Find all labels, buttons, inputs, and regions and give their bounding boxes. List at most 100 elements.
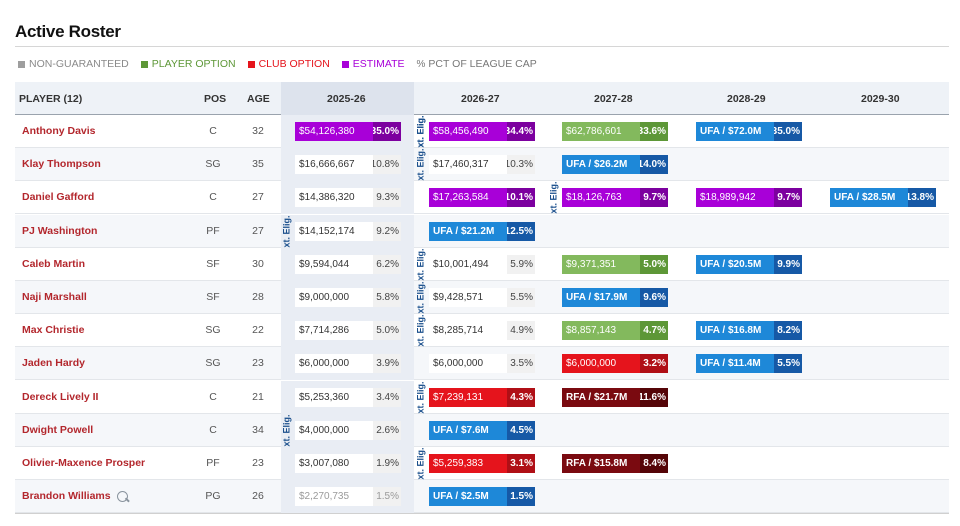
salary-cell-2026-27[interactable]: $6,000,000 3.5% bbox=[429, 354, 535, 374]
player-name-text: Caleb Martin bbox=[22, 257, 86, 270]
legend-item: ESTIMATE bbox=[341, 58, 405, 70]
salary-cell-2025-26[interactable]: $4,000,000 2.6% bbox=[295, 420, 401, 440]
salary-cell-2026-27[interactable]: UFA / $21.2M 12.5% bbox=[429, 221, 535, 241]
salary-cell-2025-26[interactable]: $9,594,044 6.2% bbox=[295, 254, 401, 274]
header-pos[interactable]: POS bbox=[204, 93, 227, 105]
salary-cell-2028-29[interactable]: UFA / $16.8M 8.2% bbox=[696, 321, 802, 341]
salary-cell-2026-27[interactable]: UFA / $2.5M 1.5% bbox=[429, 487, 535, 507]
salary-cell-2025-26[interactable]: $5,253,360 3.4% bbox=[295, 387, 401, 407]
salary-cell-2025-26[interactable]: $2,270,735 1.5% bbox=[295, 487, 401, 507]
header-season-2028-29[interactable]: 2028-29 bbox=[727, 93, 766, 105]
salary-cell-2026-27[interactable]: $17,263,584 10.1% bbox=[429, 188, 535, 208]
player-name-link[interactable]: PJ Washington bbox=[22, 225, 97, 237]
player-age: 28 bbox=[252, 291, 264, 303]
cap-percentage: 5.0% bbox=[373, 321, 401, 341]
salary-cell-2026-27[interactable]: $5,259,383 3.1% bbox=[429, 454, 535, 473]
salary-amount: $6,000,000 bbox=[562, 354, 640, 374]
player-name-link[interactable]: Dereck Lively II bbox=[22, 391, 98, 403]
player-name-link[interactable]: Klay Thompson bbox=[22, 158, 101, 170]
player-name-link[interactable]: Naji Marshall bbox=[22, 291, 87, 303]
header-season-2027-28[interactable]: 2027-28 bbox=[594, 93, 633, 105]
cap-percentage: 5.8% bbox=[373, 288, 401, 307]
salary-cell-2026-27[interactable]: $7,239,131 4.3% bbox=[429, 387, 535, 407]
salary-amount: $8,285,714 bbox=[429, 321, 507, 341]
header-season-2026-27[interactable]: 2026-27 bbox=[461, 93, 500, 105]
salary-cell-2028-29[interactable]: UFA / $72.0M 35.0% bbox=[696, 122, 802, 141]
salary-cell-2025-26[interactable]: $14,152,174 9.2% bbox=[295, 221, 401, 241]
salary-cell-2026-27[interactable]: $17,460,317 10.3% bbox=[429, 155, 535, 175]
salary-amount: $9,000,000 bbox=[295, 288, 373, 307]
player-position: SG bbox=[205, 158, 221, 171]
legend-item: CLUB OPTION bbox=[247, 58, 330, 70]
cap-percentage: 9.9% bbox=[774, 254, 802, 274]
player-name-link[interactable]: Dwight Powell bbox=[22, 424, 93, 436]
header-season-2029-30[interactable]: 2029-30 bbox=[861, 93, 900, 105]
salary-cell-2029-30[interactable]: UFA / $28.5M 13.8% bbox=[830, 188, 936, 208]
player-name-link[interactable]: Brandon Williams bbox=[22, 490, 128, 502]
salary-cell-2026-27[interactable]: $8,285,714 4.9% bbox=[429, 321, 535, 341]
header-season-2025-26[interactable]: 2025-26 bbox=[327, 93, 366, 105]
salary-cell-2025-26[interactable]: $54,126,380 35.0% bbox=[295, 122, 401, 141]
salary-amount: UFA / $28.5M bbox=[830, 188, 908, 208]
salary-amount: UFA / $20.5M bbox=[696, 254, 774, 274]
salary-cell-2027-28[interactable]: $9,371,351 5.0% bbox=[562, 254, 668, 274]
player-age: 32 bbox=[252, 125, 264, 137]
player-name-link[interactable]: Daniel Gafford bbox=[22, 191, 94, 203]
salary-cell-2027-28[interactable]: UFA / $17.9M 9.6% bbox=[562, 288, 668, 307]
salary-cell-2028-29[interactable]: UFA / $11.4M 5.5% bbox=[696, 354, 802, 374]
salary-cell-2025-26[interactable]: $14,386,320 9.3% bbox=[295, 188, 401, 208]
salary-cell-2027-28[interactable]: UFA / $26.2M 14.0% bbox=[562, 155, 668, 175]
player-name-link[interactable]: Caleb Martin bbox=[22, 258, 85, 270]
player-name-text: Jaden Hardy bbox=[22, 357, 86, 370]
player-name-link[interactable]: Max Christie bbox=[22, 324, 84, 336]
search-person-icon bbox=[116, 490, 128, 502]
salary-cell-2026-27[interactable]: $58,456,490 34.4% bbox=[429, 122, 535, 141]
cap-percentage: 3.1% bbox=[507, 454, 535, 473]
player-position: C bbox=[209, 423, 217, 436]
cap-percentage: 10.1% bbox=[507, 188, 535, 208]
salary-amount: UFA / $26.2M bbox=[562, 155, 640, 175]
salary-cell-2027-28[interactable]: $18,126,763 9.7% bbox=[562, 188, 668, 208]
player-name-link[interactable]: Anthony Davis bbox=[22, 125, 96, 137]
header-age[interactable]: AGE bbox=[247, 93, 270, 105]
salary-cell-2027-28[interactable]: RFA / $15.8M 8.4% bbox=[562, 454, 668, 473]
legend-label: PCT OF LEAGUE CAP bbox=[428, 58, 537, 70]
legend-item: PLAYER OPTION bbox=[140, 58, 236, 70]
table-row: Daniel Gafford C 27 $14,386,320 9.3% $17,263,… bbox=[15, 181, 949, 215]
salary-cell-2027-28[interactable]: $8,857,143 4.7% bbox=[562, 321, 668, 341]
salary-cell-2025-26[interactable]: $16,666,667 10.8% bbox=[295, 155, 401, 175]
cap-percentage: 9.7% bbox=[774, 188, 802, 208]
cap-percentage: 3.4% bbox=[373, 387, 401, 407]
percent-icon: % bbox=[416, 58, 426, 70]
table-row: Klay Thompson SG 35 $16,666,667 10.8% $17,460… bbox=[15, 148, 949, 182]
salary-amount: UFA / $7.6M bbox=[429, 420, 507, 440]
salary-cell-2027-28[interactable]: $62,786,601 33.6% bbox=[562, 122, 668, 141]
salary-cell-2028-29[interactable]: UFA / $20.5M 9.9% bbox=[696, 254, 802, 274]
salary-cell-2025-26[interactable]: $9,000,000 5.8% bbox=[295, 288, 401, 307]
header-player[interactable]: PLAYER (12) bbox=[19, 93, 83, 105]
cap-percentage: 1.5% bbox=[507, 487, 535, 507]
salary-cell-2025-26[interactable]: $6,000,000 3.9% bbox=[295, 354, 401, 374]
salary-cell-2028-29[interactable]: $18,989,942 9.7% bbox=[696, 188, 802, 208]
player-age: 22 bbox=[252, 324, 264, 337]
extension-eligible-label: xt. Elig. bbox=[415, 314, 426, 347]
salary-amount: UFA / $72.0M bbox=[696, 122, 774, 141]
player-name-link[interactable]: Olivier-Maxence Prosper bbox=[22, 457, 145, 469]
salary-cell-2026-27[interactable]: UFA / $7.6M 4.5% bbox=[429, 420, 535, 440]
salary-cell-2026-27[interactable]: $10,001,494 5.9% bbox=[429, 254, 535, 274]
salary-cell-2025-26[interactable]: $3,007,080 1.9% bbox=[295, 454, 401, 473]
salary-cell-2027-28[interactable]: $6,000,000 3.2% bbox=[562, 354, 668, 374]
legend-item: NON-GUARANTEED bbox=[18, 58, 129, 70]
cap-percentage: 3.2% bbox=[640, 354, 668, 374]
legend-label: CLUB OPTION bbox=[258, 58, 330, 70]
salary-cell-2026-27[interactable]: $9,428,571 5.5% bbox=[429, 288, 535, 307]
player-name-text: Dereck Lively II bbox=[22, 390, 99, 403]
table-row: Caleb Martin SF 30 $9,594,044 6.2% $10,001,49… bbox=[15, 247, 949, 281]
player-name-link[interactable]: Jaden Hardy bbox=[22, 357, 85, 369]
salary-cell-2025-26[interactable]: $7,714,286 5.0% bbox=[295, 321, 401, 341]
table-bottom-divider bbox=[15, 513, 949, 514]
player-name-text: Max Christie bbox=[22, 324, 85, 337]
salary-cell-2027-28[interactable]: RFA / $21.7M 11.6% bbox=[562, 387, 668, 407]
cap-percentage: 4.9% bbox=[507, 321, 535, 341]
table-row: Anthony Davis C 32 $54,126,380 35.0% $58,456,… bbox=[15, 115, 949, 148]
